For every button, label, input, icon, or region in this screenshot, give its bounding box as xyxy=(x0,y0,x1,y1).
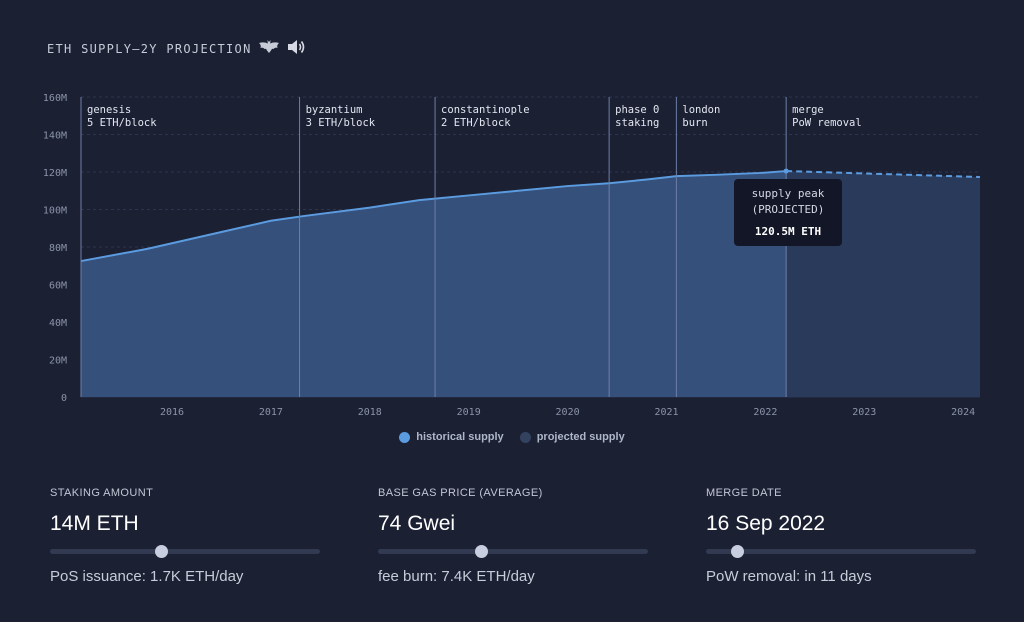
base-gas-price-value: 74 Gwei xyxy=(378,512,456,535)
event-label: merge xyxy=(792,104,824,116)
base-gas-price-slider-thumb[interactable] xyxy=(474,545,488,558)
tooltip-line1: supply peak xyxy=(751,186,825,200)
y-tick-label: 140M xyxy=(43,131,67,142)
y-tick-label: 20M xyxy=(49,356,67,367)
staking-amount-slider[interactable] xyxy=(50,545,320,558)
pos-issuance-text: PoS issuance: 1.7K ETH/day xyxy=(50,568,244,585)
x-tick-label: 2016 xyxy=(160,407,184,418)
staking-amount-label: STAKING AMOUNT xyxy=(50,487,154,499)
event-detail: 2 ETH/block xyxy=(441,117,511,129)
event-label: phase 0 xyxy=(615,104,659,116)
base-gas-price-slider[interactable] xyxy=(378,545,648,558)
y-tick-label: 160M xyxy=(43,93,67,104)
chart-header: ETH SUPPLY—2Y PROJECTION xyxy=(47,38,306,59)
supply-peak-tooltip: supply peak (PROJECTED) 120.5M ETH xyxy=(734,179,842,246)
base-gas-price-label: BASE GAS PRICE (AVERAGE) xyxy=(378,487,543,499)
y-tick-label: 120M xyxy=(43,168,67,179)
historical-supply-area xyxy=(81,171,787,397)
event-detail: PoW removal xyxy=(792,117,862,129)
merge-date-control: MERGE DATE 16 Sep 2022 PoW removal: in 1… xyxy=(706,487,976,585)
legend-label-projected: projected supply xyxy=(536,431,625,443)
pow-removal-text: PoW removal: in 11 days xyxy=(706,568,872,585)
bat-icon xyxy=(258,39,280,58)
staking-amount-control: STAKING AMOUNT 14M ETH PoS issuance: 1.7… xyxy=(50,487,320,585)
x-tick-label: 2017 xyxy=(259,407,283,418)
tooltip-value: 120.5M ETH xyxy=(754,224,822,238)
x-tick-label: 2020 xyxy=(556,407,580,418)
event-label: constantinople xyxy=(441,104,530,116)
staking-amount-slider-thumb[interactable] xyxy=(154,545,168,558)
event-detail: 5 ETH/block xyxy=(87,117,157,129)
historical-supply-line xyxy=(80,170,787,263)
y-tick-label: 60M xyxy=(49,281,67,292)
y-tick-label: 40M xyxy=(49,318,67,329)
event-label: byzantium xyxy=(306,104,363,116)
projected-supply-line xyxy=(786,170,981,179)
staking-amount-value: 14M ETH xyxy=(50,512,139,535)
supply-peak-marker xyxy=(783,168,789,174)
x-tick-label: 2023 xyxy=(852,407,876,418)
legend-item-historical[interactable]: historical supply xyxy=(399,431,504,443)
y-tick-label: 80M xyxy=(49,243,67,254)
merge-date-slider[interactable] xyxy=(706,545,976,558)
legend-dot-historical xyxy=(399,431,411,443)
speaker-icon[interactable] xyxy=(286,38,306,59)
x-tick-label: 2021 xyxy=(654,407,678,418)
projection-controls: STAKING AMOUNT 14M ETH PoS issuance: 1.7… xyxy=(0,487,1024,607)
merge-date-label: MERGE DATE xyxy=(706,487,782,499)
event-label: london xyxy=(682,104,720,116)
chart-title: ETH SUPPLY—2Y PROJECTION xyxy=(47,41,252,56)
y-tick-label: 0 xyxy=(61,393,67,404)
x-tick-label: 2019 xyxy=(457,407,481,418)
chart-legend: historical supply projected supply xyxy=(0,431,1024,443)
event-detail: 3 ETH/block xyxy=(306,117,376,129)
y-tick-label: 100M xyxy=(43,206,67,217)
x-tick-label: 2024 xyxy=(951,407,975,418)
merge-date-value: 16 Sep 2022 xyxy=(706,512,826,535)
legend-item-projected[interactable]: projected supply xyxy=(519,431,625,443)
event-label: genesis xyxy=(87,104,131,116)
event-detail: burn xyxy=(682,117,707,129)
merge-date-slider-thumb[interactable] xyxy=(731,545,745,558)
fee-burn-text: fee burn: 7.4K ETH/day xyxy=(378,568,535,585)
legend-label-historical: historical supply xyxy=(416,431,504,443)
base-gas-price-control: BASE GAS PRICE (AVERAGE) 74 Gwei fee bur… xyxy=(378,487,648,585)
tooltip-line2: (PROJECTED) xyxy=(751,202,825,216)
x-tick-label: 2018 xyxy=(358,407,382,418)
event-detail: staking xyxy=(615,117,659,129)
x-tick-label: 2022 xyxy=(753,407,777,418)
legend-dot-projected xyxy=(519,431,531,443)
